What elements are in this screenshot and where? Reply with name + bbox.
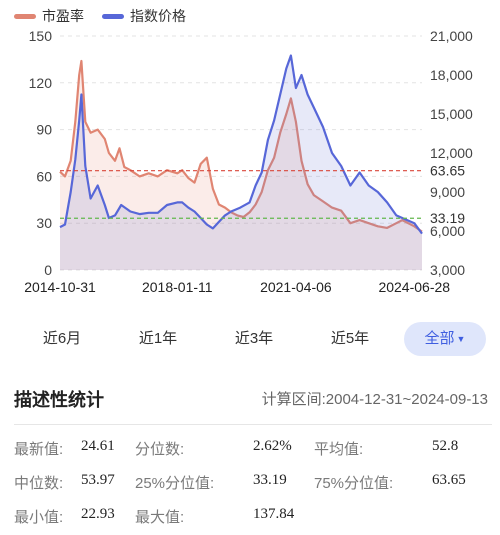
stat-label-p75: 75%分位值:: [314, 475, 394, 492]
stats-row-3: 最小值: 22.93 最大值: 137.84: [0, 506, 500, 530]
right-tick-label-6: 3,000: [430, 262, 465, 278]
stat-value-p25: 33.19: [253, 472, 287, 488]
stat-value-p75: 63.65: [432, 472, 466, 488]
right-tick-label-2: 15,000: [430, 106, 473, 122]
legend-swatch-index-price: [102, 13, 124, 19]
stat-value-percentile: 2.62%: [253, 438, 292, 454]
range-5y-label: 近5年: [330, 330, 370, 347]
left-tick-label-3: 60: [36, 168, 52, 184]
stat-label-min: 最小值:: [14, 509, 64, 526]
series-line-0: [59, 59, 423, 233]
left-tick-label-5: 0: [44, 262, 52, 278]
series-line-1: [59, 54, 423, 235]
range-6m-label: 近6月: [42, 330, 82, 347]
reference-label-0: 63.65: [430, 163, 465, 179]
time-range-selector: 近6月 近1年 近3年 近5年 全部 ▼: [0, 322, 500, 358]
stat-label-percentile: 分位数:: [135, 441, 185, 458]
reference-label-1: 33.19: [430, 210, 465, 226]
legend-item-pe[interactable]: 市盈率: [14, 6, 84, 26]
stat-value-median: 53.97: [81, 472, 115, 488]
legend-label-index-price: 指数价格: [130, 8, 186, 24]
stats-row-1: 最新值: 24.61 分位数: 2.62% 平均值: 52.8: [0, 438, 500, 462]
legend-label-pe: 市盈率: [42, 8, 84, 24]
stat-value-min: 22.93: [81, 506, 115, 522]
left-tick-label-4: 30: [36, 215, 52, 231]
stats-title: 描述性统计: [14, 390, 104, 410]
stat-value-mean: 52.8: [432, 438, 459, 454]
stat-value-latest: 24.61: [81, 438, 115, 454]
stat-label-latest: 最新值:: [14, 441, 64, 458]
stat-label-mean: 平均值:: [314, 441, 364, 458]
stats-row-2: 中位数: 53.97 25%分位值: 33.19 75%分位值: 63.65: [0, 472, 500, 496]
range-5y-button[interactable]: 近5年: [318, 322, 382, 356]
stat-label-median: 中位数:: [14, 475, 64, 492]
right-tick-label-0: 21,000: [430, 28, 473, 44]
range-1y-label: 近1年: [138, 330, 178, 347]
series-area-1: [60, 55, 422, 270]
x-tick-label-0: 2014-10-31: [24, 279, 96, 295]
stat-value-max: 137.84: [253, 506, 295, 522]
x-tick-label-3: 2024-06-28: [378, 279, 450, 295]
x-tick-label-2: 2021-04-06: [260, 279, 332, 295]
range-all-label: 全部: [424, 330, 455, 347]
dropdown-caret-icon: ▼: [456, 334, 466, 344]
legend-swatch-pe: [14, 13, 36, 19]
left-tick-label-0: 150: [29, 28, 53, 44]
pe-index-chart[interactable]: 150 120 90 60 30 0 21,000 18,000 15,000 12,000 9,0…: [0, 0, 500, 300]
stats-calc-range: 计算区间:2004-12-31~2024-09-13: [261, 391, 488, 408]
series-area-0: [60, 61, 422, 270]
range-1y-button[interactable]: 近1年: [126, 322, 190, 356]
x-tick-label-1: 2018-01-11: [142, 279, 213, 295]
right-tick-label-5: 6,000: [430, 223, 465, 239]
range-all-button[interactable]: 全部 ▼: [404, 322, 486, 356]
left-tick-label-1: 120: [29, 75, 53, 91]
right-tick-label-3: 12,000: [430, 145, 473, 161]
stat-label-p25: 25%分位值:: [135, 475, 215, 492]
stats-divider: [14, 424, 492, 425]
range-6m-button[interactable]: 近6月: [30, 322, 94, 356]
chart-legend: 市盈率 指数价格: [14, 6, 186, 26]
left-tick-label-2: 90: [36, 122, 52, 138]
legend-item-index-price[interactable]: 指数价格: [102, 6, 186, 26]
right-tick-label-1: 18,000: [430, 67, 473, 83]
range-3y-label: 近3年: [234, 330, 274, 347]
stat-label-max: 最大值:: [135, 509, 185, 526]
range-3y-button[interactable]: 近3年: [222, 322, 286, 356]
right-tick-label-4: 9,000: [430, 184, 465, 200]
